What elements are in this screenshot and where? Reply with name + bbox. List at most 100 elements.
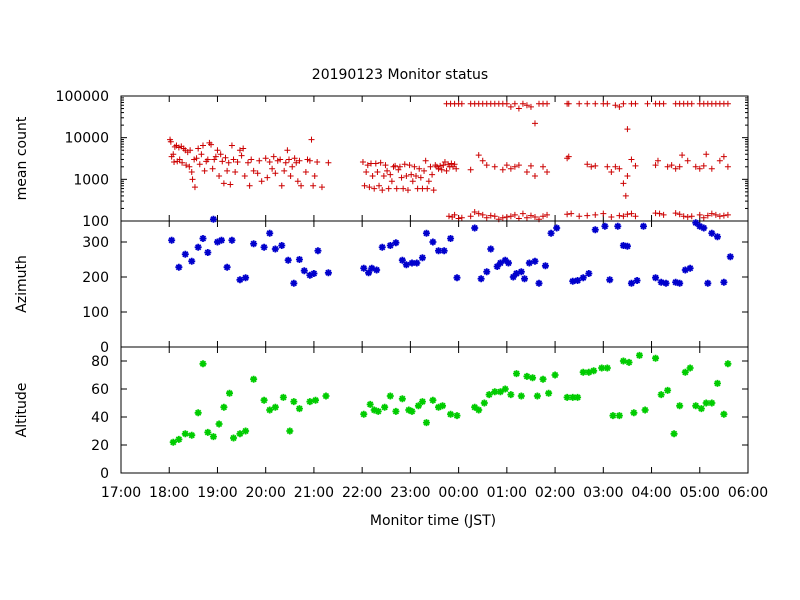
- mean-count-point: [604, 100, 611, 107]
- mean-count-point: [527, 212, 534, 219]
- azimuth-point: [726, 253, 734, 261]
- mean-count-point: [716, 213, 723, 220]
- mean-count-point: [314, 159, 321, 166]
- mean-count-point: [258, 178, 265, 185]
- mean-count-point: [588, 163, 595, 170]
- mean-count-point: [507, 103, 514, 110]
- azimuth-point: [324, 269, 332, 277]
- azimuth-point: [591, 226, 599, 234]
- chart-title: 20190123 Monitor status: [312, 67, 488, 83]
- altitude-point: [676, 402, 684, 410]
- mean-count-point: [228, 142, 235, 149]
- azimuth-point: [199, 235, 207, 242]
- mean-count-point: [527, 103, 534, 110]
- azimuth-point: [708, 229, 716, 237]
- mean-count-point: [503, 100, 510, 107]
- altitude-point: [681, 368, 689, 376]
- azimuth-point: [250, 240, 258, 248]
- mean-count-point: [531, 213, 538, 220]
- mean-count-point: [612, 163, 619, 170]
- azimuth-point: [168, 236, 176, 244]
- mean-count-point: [176, 156, 183, 163]
- mean-count-point: [376, 182, 383, 189]
- mean-count-point: [366, 184, 373, 191]
- azimuth-point: [493, 263, 501, 270]
- mean-count-point: [325, 159, 332, 166]
- mean-count-point: [458, 214, 465, 221]
- altitude-point: [471, 403, 479, 411]
- azimuth-point: [314, 247, 322, 255]
- mean-count-point: [544, 100, 551, 107]
- altitude-point: [215, 420, 223, 428]
- altitude-point: [194, 409, 202, 417]
- altitude-point: [635, 351, 643, 359]
- azimuth-panel: 0 100 200 300 Azimuth: [14, 215, 749, 356]
- altitude-point: [569, 393, 577, 401]
- azimuth-point: [236, 276, 244, 284]
- mean-count-point: [388, 178, 395, 185]
- mean-count-point: [608, 168, 615, 175]
- mean-count-point: [269, 165, 276, 172]
- mean-count-panel: 100 1000 10000 100000 mean count: [14, 89, 749, 230]
- altitude-point: [279, 393, 287, 401]
- mean-count-point: [193, 155, 200, 162]
- azimuth-point: [260, 243, 268, 251]
- x-tick-label: 23:00: [390, 485, 430, 501]
- altitude-point: [398, 395, 406, 403]
- mean-count-point: [544, 168, 551, 175]
- altitude-point: [619, 357, 627, 365]
- azimuth-point: [692, 219, 700, 227]
- altitude-y-axis-label: Altitude: [14, 383, 30, 438]
- azimuth-point: [553, 224, 561, 232]
- x-tick-label: 22:00: [342, 485, 382, 501]
- mean-count-point: [491, 213, 498, 220]
- mean-count-point: [430, 187, 437, 194]
- altitude-point: [418, 398, 426, 406]
- mean-count-point: [416, 165, 423, 172]
- altitude-point: [220, 403, 228, 411]
- azimuth-point: [422, 229, 430, 237]
- mean-count-point: [238, 152, 245, 159]
- mean-count-point: [222, 154, 229, 161]
- mean-count-point: [264, 174, 271, 181]
- altitude-y-tick-label: 0: [100, 466, 109, 482]
- azimuth-point: [300, 267, 308, 275]
- altitude-point: [435, 403, 443, 411]
- altitude-point: [670, 430, 678, 438]
- altitude-point: [697, 405, 705, 413]
- azimuth-point: [398, 256, 406, 264]
- mean-count-point: [540, 163, 547, 170]
- mean-count-point: [225, 159, 232, 166]
- azimuth-point: [619, 242, 627, 249]
- mean-count-point: [620, 213, 627, 220]
- azimuth-point: [295, 256, 303, 263]
- mean-count-point: [672, 210, 679, 217]
- mean-count-point: [171, 159, 178, 166]
- mean-count-point: [371, 185, 378, 192]
- altitude-point: [630, 409, 638, 417]
- x-tick-label: 05:00: [680, 485, 720, 501]
- mean-count-point: [628, 210, 635, 217]
- altitude-point: [563, 393, 571, 401]
- mean-count-point: [392, 162, 399, 169]
- mean-count-point: [515, 162, 522, 169]
- mean-count-point: [310, 182, 317, 189]
- altitude-point: [250, 375, 258, 383]
- azimuth-point: [501, 256, 509, 264]
- altitude-point: [609, 412, 617, 420]
- azimuth-y-tick-label: 300: [82, 235, 109, 251]
- mean-count-point: [632, 162, 639, 169]
- mean-count-point: [704, 212, 711, 219]
- mean-count-point: [294, 178, 301, 185]
- mean-count-point: [437, 162, 444, 169]
- altitude-point: [374, 407, 382, 415]
- mean-count-point: [660, 100, 667, 107]
- mean-count-point: [266, 159, 273, 166]
- azimuth-point: [579, 274, 587, 282]
- azimuth-y-tick-label: 200: [82, 270, 109, 286]
- mean-count-point: [720, 212, 727, 219]
- azimuth-y-axis-label: Azimuth: [14, 255, 30, 313]
- altitude-point: [408, 407, 416, 415]
- mean-count-point: [576, 100, 583, 107]
- mean-count-point: [684, 157, 691, 164]
